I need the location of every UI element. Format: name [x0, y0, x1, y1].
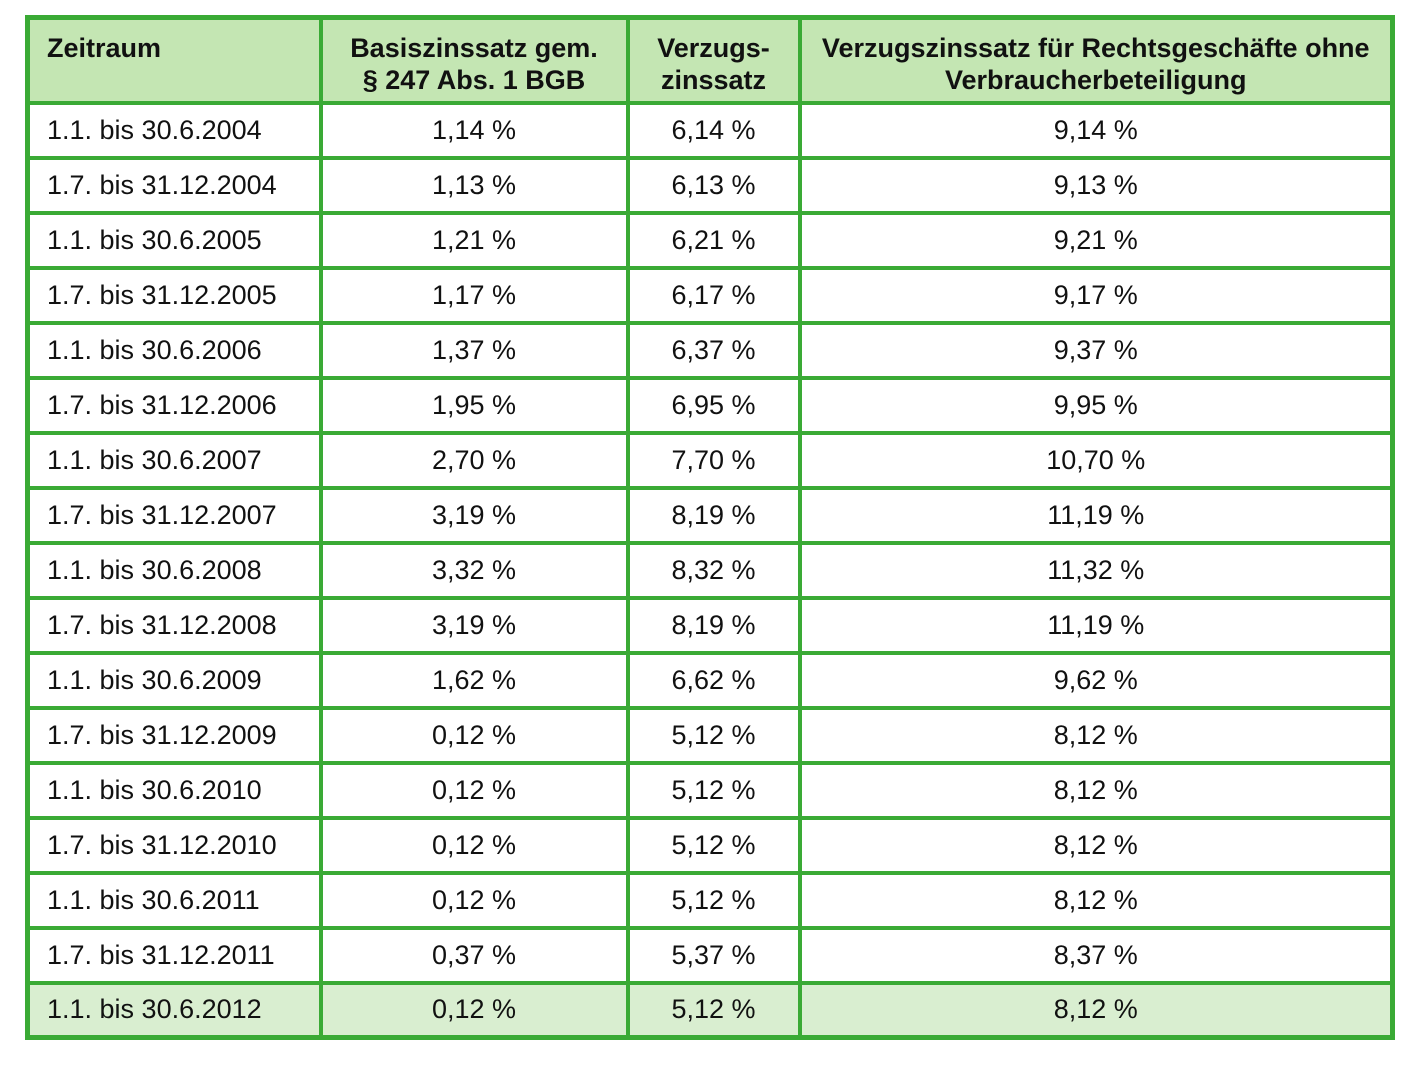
verzugszinssatz-ohne-verbraucherbeteiligung-cell: 9,62 %: [797, 650, 1395, 710]
basiszinssatz-cell: 1,21 %: [318, 210, 630, 270]
verzugszinssatz-cell: 5,12 %: [625, 870, 802, 930]
period-cell: 1.7. bis 31.12.2010: [25, 815, 323, 875]
verzugszinssatz-cell: 7,70 %: [625, 430, 802, 490]
period-cell: 1.1. bis 30.6.2007: [25, 430, 323, 490]
verzugszinssatz-cell: 6,62 %: [625, 650, 802, 710]
interest-rate-table: Zeitraum Basiszinssatz gem. § 247 Abs. 1…: [25, 15, 1395, 1040]
period-cell: 1.1. bis 30.6.2011: [25, 870, 323, 930]
table-row: 1.7. bis 31.12.2006 1,95 % 6,95 % 9,95 %: [25, 375, 1395, 435]
basiszinssatz-cell: 1,17 %: [318, 265, 630, 325]
basiszinssatz-cell: 0,12 %: [318, 980, 630, 1040]
verzugszinssatz-cell: 5,12 %: [625, 705, 802, 765]
period-cell: 1.7. bis 31.12.2007: [25, 485, 323, 545]
table-row: 1.1. bis 30.6.2004 1,14 % 6,14 % 9,14 %: [25, 100, 1395, 160]
column-header-verzugszinssatz-ohne-verbraucherbeteiligung: Verzugszinssatz für Rechtsgeschäfte ohne…: [797, 15, 1395, 105]
verzugszinssatz-ohne-verbraucherbeteiligung-cell: 9,17 %: [797, 265, 1395, 325]
verzugszinssatz-cell: 5,37 %: [625, 925, 802, 985]
verzugszinssatz-ohne-verbraucherbeteiligung-cell: 8,12 %: [797, 870, 1395, 930]
table-header: Zeitraum Basiszinssatz gem. § 247 Abs. 1…: [25, 15, 1395, 105]
period-cell: 1.7. bis 31.12.2004: [25, 155, 323, 215]
basiszinssatz-cell: 1,13 %: [318, 155, 630, 215]
basiszinssatz-cell: 3,19 %: [318, 485, 630, 545]
table-row: 1.7. bis 31.12.2005 1,17 % 6,17 % 9,17 %: [25, 265, 1395, 325]
period-cell: 1.7. bis 31.12.2008: [25, 595, 323, 655]
basiszinssatz-cell: 3,32 %: [318, 540, 630, 600]
basiszinssatz-cell: 1,14 %: [318, 100, 630, 160]
verzugszinssatz-cell: 5,12 %: [625, 815, 802, 875]
table-row: 1.1. bis 30.6.2010 0,12 % 5,12 % 8,12 %: [25, 760, 1395, 820]
verzugszinssatz-cell: 5,12 %: [625, 980, 802, 1040]
verzugszinssatz-ohne-verbraucherbeteiligung-cell: 9,13 %: [797, 155, 1395, 215]
verzugszinssatz-ohne-verbraucherbeteiligung-cell: 8,12 %: [797, 980, 1395, 1040]
verzugszinssatz-cell: 8,19 %: [625, 485, 802, 545]
column-header-verzugszinssatz: Verzugs- zinssatz: [625, 15, 802, 105]
period-cell: 1.7. bis 31.12.2006: [25, 375, 323, 435]
verzugszinssatz-ohne-verbraucherbeteiligung-cell: 9,21 %: [797, 210, 1395, 270]
table-row: 1.1. bis 30.6.2009 1,62 % 6,62 % 9,62 %: [25, 650, 1395, 710]
verzugszinssatz-cell: 6,21 %: [625, 210, 802, 270]
column-header-basiszinssatz: Basiszinssatz gem. § 247 Abs. 1 BGB: [318, 15, 630, 105]
verzugszinssatz-ohne-verbraucherbeteiligung-cell: 9,14 %: [797, 100, 1395, 160]
period-cell: 1.7. bis 31.12.2005: [25, 265, 323, 325]
verzugszinssatz-cell: 5,12 %: [625, 760, 802, 820]
verzugszinssatz-cell: 6,95 %: [625, 375, 802, 435]
column-header-zeitraum: Zeitraum: [25, 15, 323, 105]
verzugszinssatz-cell: 6,13 %: [625, 155, 802, 215]
table-row: 1.1. bis 30.6.2011 0,12 % 5,12 % 8,12 %: [25, 870, 1395, 930]
table-row: 1.7. bis 31.12.2011 0,37 % 5,37 % 8,37 %: [25, 925, 1395, 985]
table-row: 1.1. bis 30.6.2006 1,37 % 6,37 % 9,37 %: [25, 320, 1395, 380]
table-row: 1.1. bis 30.6.2007 2,70 % 7,70 % 10,70 %: [25, 430, 1395, 490]
period-cell: 1.1. bis 30.6.2010: [25, 760, 323, 820]
basiszinssatz-cell: 0,12 %: [318, 705, 630, 765]
table-row: 1.1. bis 30.6.2012 0,12 % 5,12 % 8,12 %: [25, 980, 1395, 1040]
basiszinssatz-cell: 0,12 %: [318, 815, 630, 875]
period-cell: 1.1. bis 30.6.2008: [25, 540, 323, 600]
table-row: 1.1. bis 30.6.2008 3,32 % 8,32 % 11,32 %: [25, 540, 1395, 600]
verzugszinssatz-ohne-verbraucherbeteiligung-cell: 11,32 %: [797, 540, 1395, 600]
period-cell: 1.7. bis 31.12.2009: [25, 705, 323, 765]
table-row: 1.7. bis 31.12.2008 3,19 % 8,19 % 11,19 %: [25, 595, 1395, 655]
basiszinssatz-cell: 0,12 %: [318, 760, 630, 820]
table-row: 1.7. bis 31.12.2004 1,13 % 6,13 % 9,13 %: [25, 155, 1395, 215]
basiszinssatz-cell: 0,37 %: [318, 925, 630, 985]
period-cell: 1.1. bis 30.6.2005: [25, 210, 323, 270]
verzugszinssatz-ohne-verbraucherbeteiligung-cell: 9,37 %: [797, 320, 1395, 380]
basiszinssatz-cell: 2,70 %: [318, 430, 630, 490]
period-cell: 1.1. bis 30.6.2004: [25, 100, 323, 160]
table-body: 1.1. bis 30.6.2004 1,14 % 6,14 % 9,14 % 1.7.…: [25, 100, 1395, 1040]
table-row: 1.1. bis 30.6.2005 1,21 % 6,21 % 9,21 %: [25, 210, 1395, 270]
verzugszinssatz-cell: 8,32 %: [625, 540, 802, 600]
basiszinssatz-cell: 0,12 %: [318, 870, 630, 930]
verzugszinssatz-ohne-verbraucherbeteiligung-cell: 8,12 %: [797, 705, 1395, 765]
verzugszinssatz-ohne-verbraucherbeteiligung-cell: 8,37 %: [797, 925, 1395, 985]
table-row: 1.7. bis 31.12.2010 0,12 % 5,12 % 8,12 %: [25, 815, 1395, 875]
table-row: 1.7. bis 31.12.2009 0,12 % 5,12 % 8,12 %: [25, 705, 1395, 765]
verzugszinssatz-ohne-verbraucherbeteiligung-cell: 10,70 %: [797, 430, 1395, 490]
period-cell: 1.1. bis 30.6.2006: [25, 320, 323, 380]
verzugszinssatz-cell: 6,37 %: [625, 320, 802, 380]
header-row: Zeitraum Basiszinssatz gem. § 247 Abs. 1…: [25, 15, 1395, 105]
period-cell: 1.7. bis 31.12.2011: [25, 925, 323, 985]
basiszinssatz-cell: 1,37 %: [318, 320, 630, 380]
period-cell: 1.1. bis 30.6.2012: [25, 980, 323, 1040]
basiszinssatz-cell: 1,62 %: [318, 650, 630, 710]
verzugszinssatz-ohne-verbraucherbeteiligung-cell: 11,19 %: [797, 595, 1395, 655]
verzugszinssatz-cell: 8,19 %: [625, 595, 802, 655]
verzugszinssatz-ohne-verbraucherbeteiligung-cell: 8,12 %: [797, 760, 1395, 820]
verzugszinssatz-cell: 6,17 %: [625, 265, 802, 325]
table-row: 1.7. bis 31.12.2007 3,19 % 8,19 % 11,19 %: [25, 485, 1395, 545]
period-cell: 1.1. bis 30.6.2009: [25, 650, 323, 710]
basiszinssatz-cell: 3,19 %: [318, 595, 630, 655]
verzugszinssatz-ohne-verbraucherbeteiligung-cell: 9,95 %: [797, 375, 1395, 435]
verzugszinssatz-ohne-verbraucherbeteiligung-cell: 11,19 %: [797, 485, 1395, 545]
verzugszinssatz-cell: 6,14 %: [625, 100, 802, 160]
verzugszinssatz-ohne-verbraucherbeteiligung-cell: 8,12 %: [797, 815, 1395, 875]
basiszinssatz-cell: 1,95 %: [318, 375, 630, 435]
